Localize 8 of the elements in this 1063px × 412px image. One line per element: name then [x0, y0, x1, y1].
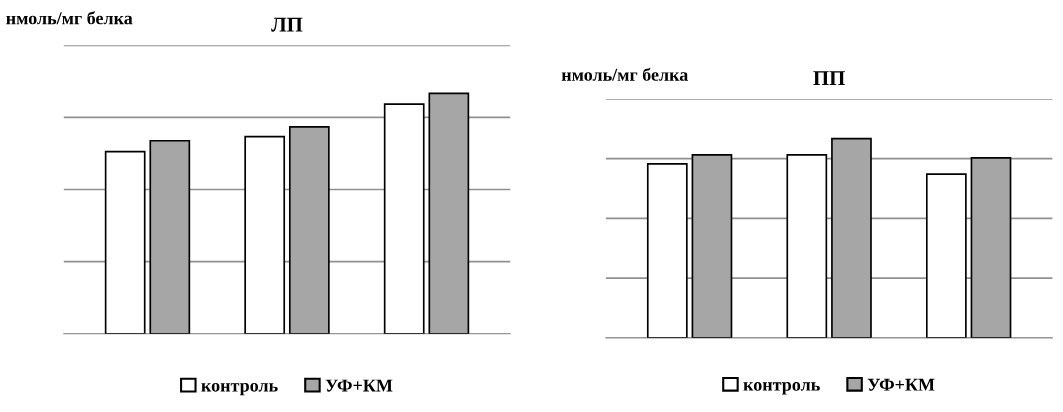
legend-label: контроль	[743, 382, 820, 395]
legend-label: контроль	[201, 382, 278, 396]
chart-title: ЛП	[271, 17, 303, 32]
legend-label: УФ+КМ	[867, 378, 935, 391]
chart-title: ПП	[813, 71, 845, 85]
y-axis-title: нмоль/мг белка	[6, 11, 133, 25]
y-axis-title: нмоль/мг белка	[561, 67, 689, 81]
legend-label: УФ+КМ	[325, 379, 393, 392]
